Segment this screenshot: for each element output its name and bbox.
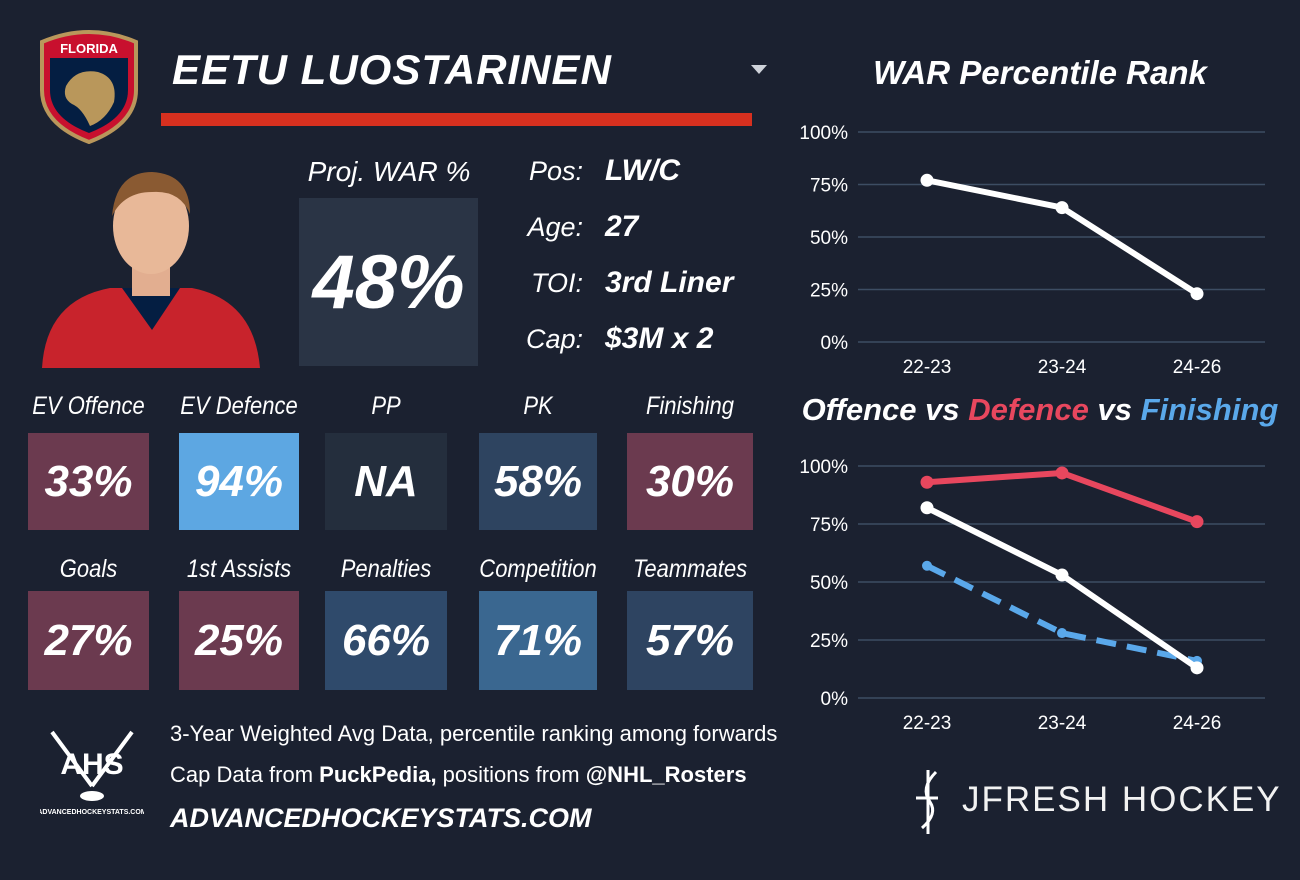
title-joiner: vs <box>1089 392 1141 427</box>
y-tick-label: 0% <box>821 689 849 710</box>
y-tick-label: 25% <box>810 281 848 302</box>
x-tick-label: 23-24 <box>1038 357 1087 378</box>
x-tick-label: 24-26 <box>1173 713 1222 734</box>
y-tick-label: 25% <box>810 631 848 652</box>
title-underline <box>161 113 752 126</box>
point <box>1055 568 1069 582</box>
info-label: Pos: <box>528 156 583 186</box>
point <box>1190 661 1204 675</box>
point <box>1055 466 1069 480</box>
dropdown-arrow[interactable] <box>750 64 768 76</box>
y-tick-label: 75% <box>810 176 848 197</box>
info-label: Age: <box>527 212 583 242</box>
footer-line1: 3-Year Weighted Avg Data, percentile ran… <box>170 721 778 746</box>
footer-source: PuckPedia, <box>319 762 437 787</box>
point <box>922 560 932 571</box>
y-tick-label: 100% <box>799 457 848 478</box>
player-photo <box>42 172 260 368</box>
team-logo: FLORIDA <box>40 30 138 144</box>
tile-label: PP <box>371 392 401 420</box>
tile: 94% <box>179 433 299 530</box>
tile: 57% <box>627 591 753 690</box>
footer-site: ADVANCEDHOCKEYSTATS.COM <box>170 803 592 833</box>
x-tick-label: 23-24 <box>1038 713 1087 734</box>
ahs-logo-text: AHS <box>60 748 123 781</box>
tile-label: 1st Assists <box>186 555 292 583</box>
footer-text: positions from <box>436 762 586 787</box>
info-value: LW/C <box>605 154 680 187</box>
legend-label: Defence <box>968 392 1089 427</box>
point <box>920 173 934 187</box>
player-name: EETU LUOSTARINEN <box>172 46 612 93</box>
tile-label: EV Defence <box>180 392 298 420</box>
info-value: 3rd Liner <box>605 266 734 299</box>
point <box>1055 201 1069 215</box>
tile: 33% <box>28 433 149 530</box>
line <box>926 469 1199 525</box>
footer-source: @NHL_Rosters <box>585 762 747 787</box>
info-value: 27 <box>605 210 639 243</box>
tile-label: Finishing <box>645 392 735 420</box>
legend-label: Offence <box>802 392 917 427</box>
tile: 30% <box>627 433 753 530</box>
tile-label: PK <box>523 392 553 420</box>
tile-label: Penalties <box>340 555 432 583</box>
tile-label: EV Offence <box>32 392 145 420</box>
brand-mark <box>916 770 938 834</box>
proj-value: 48% <box>299 198 478 366</box>
point <box>1190 287 1204 301</box>
tile: 25% <box>179 591 299 690</box>
footer-text: Cap Data from <box>170 762 320 787</box>
point <box>920 475 934 489</box>
y-tick-label: 50% <box>810 573 848 594</box>
point <box>1190 515 1204 529</box>
point <box>1057 628 1067 639</box>
tile: 27% <box>28 591 149 690</box>
y-tick-label: 75% <box>810 515 848 536</box>
y-tick-label: 100% <box>799 123 848 144</box>
tile: 71% <box>479 591 597 690</box>
info-label: Cap: <box>525 324 583 354</box>
footer-line2: Cap Data from PuckPedia, positions from … <box>170 762 747 788</box>
info-label: TOI: <box>530 268 583 298</box>
y-tick-label: 50% <box>810 228 848 249</box>
tile: 66% <box>325 591 447 690</box>
team-name: FLORIDA <box>60 41 118 56</box>
y-tick-label: 0% <box>821 333 849 354</box>
brand-name: JFRESH HOCKEY <box>962 780 1282 819</box>
ahs-logo: AHS ADVANCEDHOCKEYSTATS.COM <box>40 730 144 816</box>
ahs-logo-caption: ADVANCEDHOCKEYSTATS.COM <box>40 809 144 816</box>
point <box>920 501 934 515</box>
tile: NA <box>325 433 447 530</box>
line <box>925 563 1198 664</box>
title-joiner: vs <box>917 392 969 427</box>
proj-label: Proj. WAR % <box>307 156 471 187</box>
tile-label: Goals <box>59 555 118 583</box>
x-tick-label: 22-23 <box>903 357 952 378</box>
tile-label: Competition <box>479 555 597 583</box>
tile-label: Teammates <box>632 555 748 583</box>
tile: 58% <box>479 433 597 530</box>
chart-title: WAR Percentile Rank <box>873 54 1208 91</box>
x-tick-label: 22-23 <box>903 713 952 734</box>
chart-title: Offence vs Defence vs Finishing <box>802 392 1279 427</box>
x-tick-label: 24-26 <box>1173 357 1222 378</box>
info-value: $3M x 2 <box>605 322 714 355</box>
legend-label: Finishing <box>1141 392 1279 427</box>
